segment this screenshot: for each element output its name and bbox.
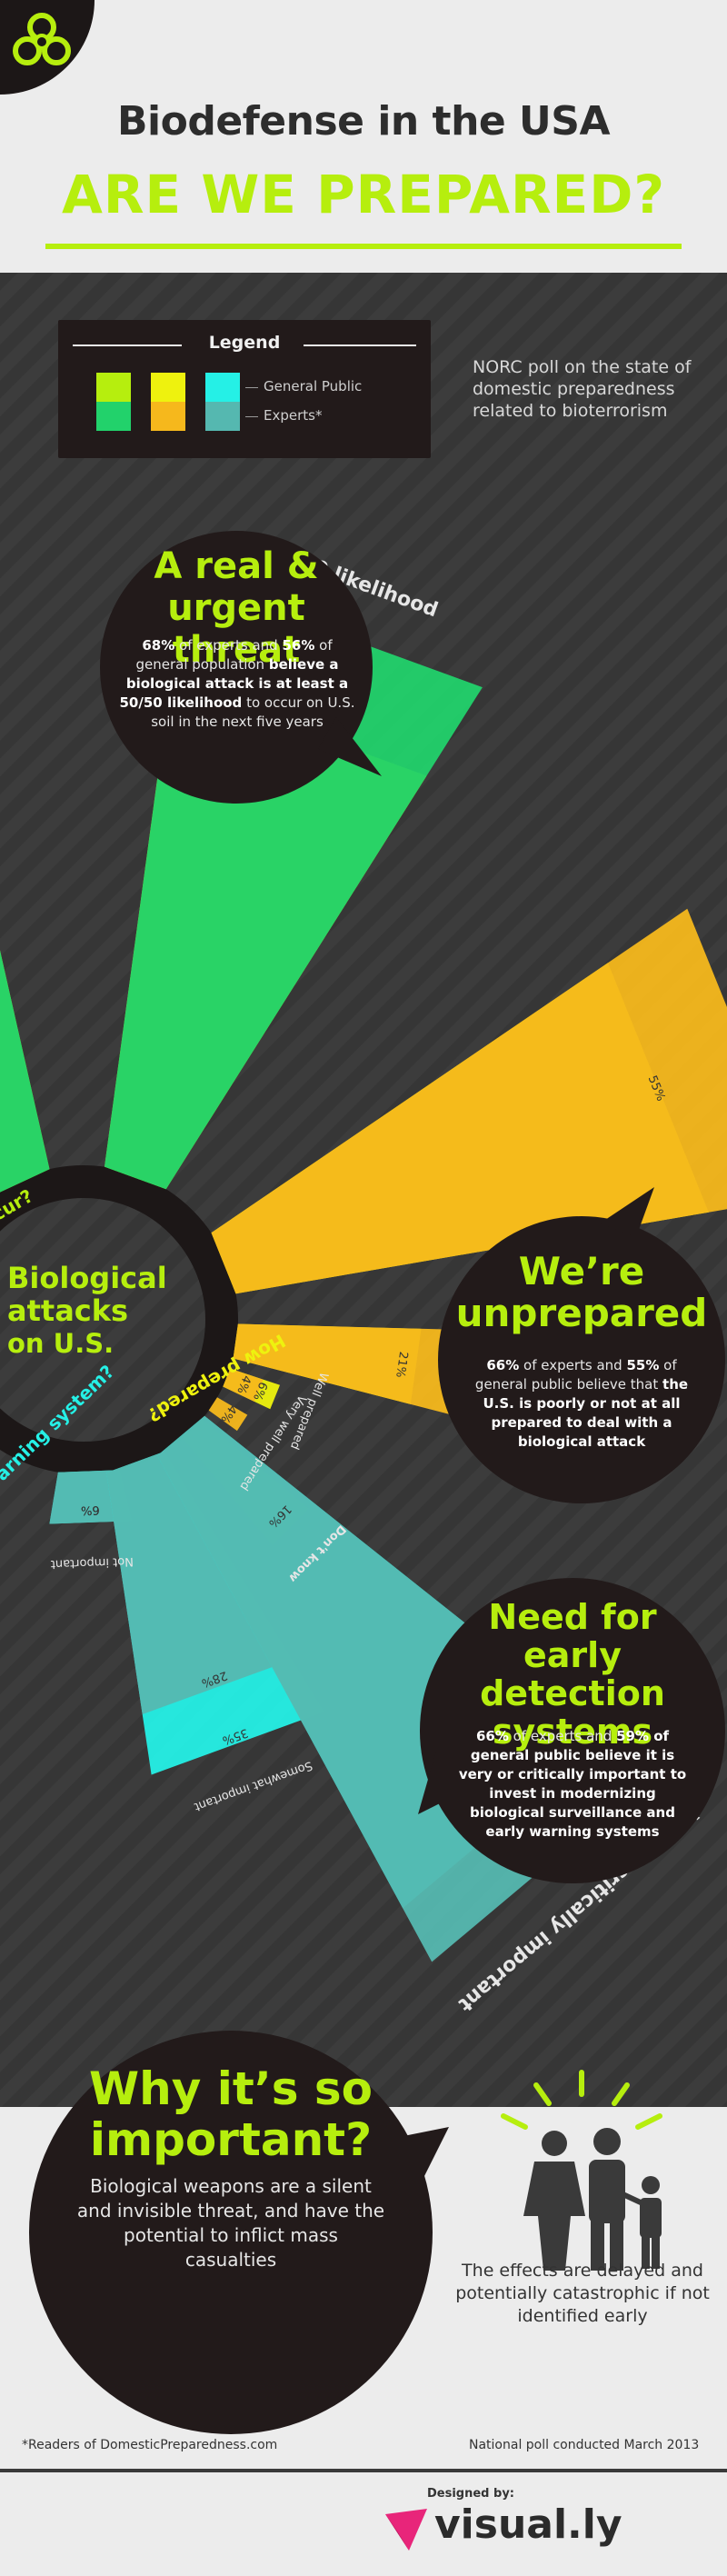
- legend-label-public: General Public: [264, 378, 363, 394]
- legend-title: Legend: [208, 333, 281, 353]
- threat-text4: to occur on U.S. soil in the next five y…: [151, 694, 355, 730]
- bar-1-0-experts: [211, 908, 727, 1294]
- value-label-2-0-experts: 6%: [81, 1503, 100, 1517]
- threat-callout-bubble: [100, 531, 382, 804]
- value-label-1-1-public: 21%: [393, 1351, 410, 1379]
- threat-text1: of experts and: [174, 637, 283, 654]
- readers-note: *Readers of DomesticPreparedness.com: [22, 2438, 278, 2452]
- why-title-line1: Why it’s so: [88, 2062, 373, 2115]
- detection-title: Need for early detection systems: [436, 1598, 709, 1751]
- value-label-1-2-experts: 4%: [234, 1373, 254, 1396]
- legend-rule-left: [73, 344, 182, 346]
- detection-pct-experts: 66%: [475, 1728, 509, 1744]
- detection-title-line1: Need for: [488, 1597, 657, 1637]
- bar-2-1-experts: [106, 1451, 293, 1714]
- bar-1-2-experts: [223, 1368, 264, 1402]
- center-title-line3: on U.S.: [7, 1328, 115, 1359]
- unprepared-pct-public: 55%: [626, 1357, 660, 1373]
- detection-title-line3: systems: [492, 1712, 653, 1752]
- family-icon: [501, 2070, 662, 2271]
- legend-swatch-cyan-public: [205, 373, 240, 402]
- header: Biodefense in the USA ARE WE PREPARED?: [0, 0, 727, 273]
- detection-pct-public: 59%: [616, 1728, 649, 1744]
- threat-body: 68% of experts and 56% of general popula…: [116, 636, 358, 732]
- legend-swatch-cyan-experts: [205, 402, 240, 431]
- unprepared-pct-experts: 66%: [486, 1357, 520, 1373]
- designed-by: Designed by:: [427, 2487, 514, 2501]
- title-underline: [45, 244, 682, 249]
- threat-title-line2: urgent threat: [167, 587, 305, 671]
- visually-brand[interactable]: visual.ly: [434, 2501, 622, 2548]
- unprepared-t4: the U.S. is poorly or not at all prepare…: [483, 1376, 689, 1450]
- biohazard-logo: [0, 0, 95, 95]
- unprepared-t3: believe that: [576, 1376, 663, 1393]
- visually-logo-icon: [385, 2509, 427, 2551]
- why-title: Why it’s so important?: [40, 2063, 422, 2165]
- unprepared-t2: of general public: [474, 1357, 677, 1393]
- value-label-2-0-public: 6%: [81, 1503, 100, 1517]
- biohazard-icon: [13, 13, 71, 65]
- legend-leader-experts: [245, 416, 258, 417]
- page-subtitle: ARE WE PREPARED?: [61, 164, 666, 225]
- footer-divider: [0, 2469, 727, 2472]
- detection-body: 66% of experts and 59% of general public…: [454, 1727, 691, 1842]
- unprepared-title-line2: unprepared: [455, 1291, 708, 1335]
- legend-leader-public: [245, 387, 258, 388]
- threat-pct-public: 56%: [282, 637, 315, 654]
- unprepared-t1: of experts and: [519, 1357, 627, 1373]
- center-title-line2: attacks: [7, 1293, 129, 1328]
- threat-highlight: 50/50 likelihood: [119, 694, 243, 711]
- threat-text2: of general population: [135, 637, 333, 673]
- unprepared-callout-bubble: [438, 1187, 725, 1503]
- center-title-line1: Biological: [7, 1261, 167, 1295]
- bar-1-1-experts: [233, 1323, 465, 1415]
- legend-swatch-yellow-public: [151, 373, 185, 402]
- detection-t2: of general public believe it is very or …: [458, 1728, 687, 1840]
- why-body: Biological weapons are a silent and invi…: [76, 2175, 385, 2271]
- poll-note: NORC poll on the state of domestic prepa…: [473, 357, 692, 421]
- threat-text3: believe a biological attack is at least …: [125, 656, 349, 692]
- legend-swatch-green-experts: [96, 402, 131, 431]
- detection-callout-bubble: [418, 1578, 725, 1883]
- chart-hub-ring: [0, 1165, 238, 1474]
- legend-label-experts: Experts*: [264, 407, 323, 424]
- unprepared-title-line1: We’re: [518, 1249, 645, 1293]
- why-title-line2: important?: [89, 2113, 373, 2166]
- bar-0-1-experts: [0, 950, 50, 1193]
- effects-text: The effects are delayed and potentially …: [455, 2261, 710, 2326]
- category-label-2-0: Not important: [51, 1554, 134, 1571]
- poll-date: National poll conducted March 2013: [469, 2438, 700, 2452]
- center-title: Biological attacks on U.S.: [7, 1262, 225, 1360]
- detection-title-line2: early detection: [480, 1635, 665, 1713]
- legend-rule-right: [304, 344, 416, 346]
- legend-swatch-green-public: [96, 373, 131, 402]
- unprepared-title: We’re unprepared: [454, 1251, 709, 1334]
- threat-title: A real & urgent threat: [100, 545, 373, 671]
- legend-swatch-yellow-experts: [151, 402, 185, 431]
- legend: Legend General Public Experts*: [58, 320, 431, 458]
- page-title: Biodefense in the USA: [116, 98, 611, 145]
- threat-title-line1: A real &: [154, 545, 319, 587]
- why-callout-bubble: [29, 2031, 449, 2434]
- category-label-2-1: Somewhat important: [193, 1758, 314, 1813]
- detection-t1: of experts and: [508, 1728, 617, 1744]
- unprepared-body: 66% of experts and 55% of general public…: [467, 1356, 696, 1452]
- threat-pct-experts: 68%: [142, 637, 175, 654]
- value-label-1-2-public: 6%: [250, 1380, 270, 1403]
- bar-1-3-experts: [208, 1397, 248, 1432]
